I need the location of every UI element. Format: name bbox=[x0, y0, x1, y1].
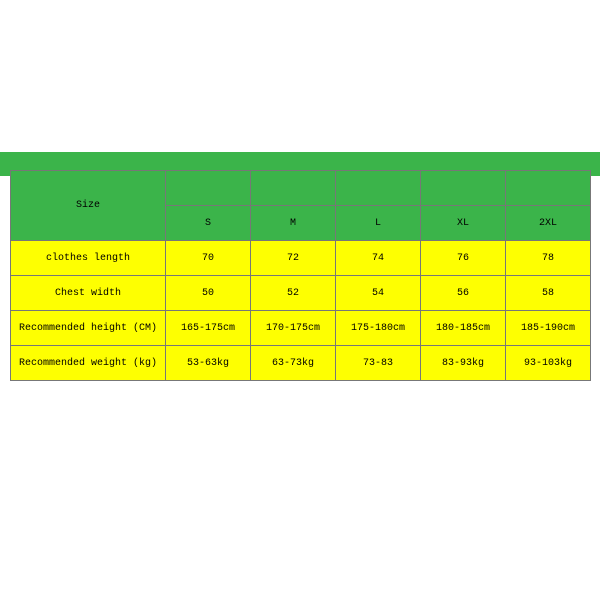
cell: 58 bbox=[506, 276, 591, 311]
cell: 175-180cm bbox=[336, 311, 421, 346]
table-row: Recommended height (CM) 165-175cm 170-17… bbox=[11, 311, 591, 346]
cell: 170-175cm bbox=[251, 311, 336, 346]
row-label: Chest width bbox=[11, 276, 166, 311]
row-label: Recommended height (CM) bbox=[11, 311, 166, 346]
cell: 78 bbox=[506, 241, 591, 276]
cell: 83-93kg bbox=[421, 346, 506, 381]
cell: 185-190cm bbox=[506, 311, 591, 346]
header-blank bbox=[166, 171, 251, 206]
cell: 53-63kg bbox=[166, 346, 251, 381]
cell: 52 bbox=[251, 276, 336, 311]
cell: 54 bbox=[336, 276, 421, 311]
cell: 70 bbox=[166, 241, 251, 276]
cell: 93-103kg bbox=[506, 346, 591, 381]
table-row: Chest width 50 52 54 56 58 bbox=[11, 276, 591, 311]
cell: 56 bbox=[421, 276, 506, 311]
header-size: M bbox=[251, 206, 336, 241]
cell: 74 bbox=[336, 241, 421, 276]
header-size-label: Size bbox=[11, 171, 166, 241]
header-size: 2XL bbox=[506, 206, 591, 241]
row-label: Recommended weight (kg) bbox=[11, 346, 166, 381]
header-blank bbox=[421, 171, 506, 206]
cell: 76 bbox=[421, 241, 506, 276]
cell: 180-185cm bbox=[421, 311, 506, 346]
header-blank bbox=[336, 171, 421, 206]
table-row: Recommended weight (kg) 53-63kg 63-73kg … bbox=[11, 346, 591, 381]
table-body: clothes length 70 72 74 76 78 Chest widt… bbox=[11, 241, 591, 381]
header-size: S bbox=[166, 206, 251, 241]
table-header: Size S M L XL 2XL bbox=[11, 171, 591, 241]
header-blank bbox=[506, 171, 591, 206]
cell: 72 bbox=[251, 241, 336, 276]
cell: 50 bbox=[166, 276, 251, 311]
cell: 73-83 bbox=[336, 346, 421, 381]
row-label: clothes length bbox=[11, 241, 166, 276]
size-chart-table: Size S M L XL 2XL clothes length 70 72 7… bbox=[10, 170, 591, 381]
header-blank bbox=[251, 171, 336, 206]
table-row: clothes length 70 72 74 76 78 bbox=[11, 241, 591, 276]
cell: 165-175cm bbox=[166, 311, 251, 346]
header-size: XL bbox=[421, 206, 506, 241]
header-size: L bbox=[336, 206, 421, 241]
cell: 63-73kg bbox=[251, 346, 336, 381]
